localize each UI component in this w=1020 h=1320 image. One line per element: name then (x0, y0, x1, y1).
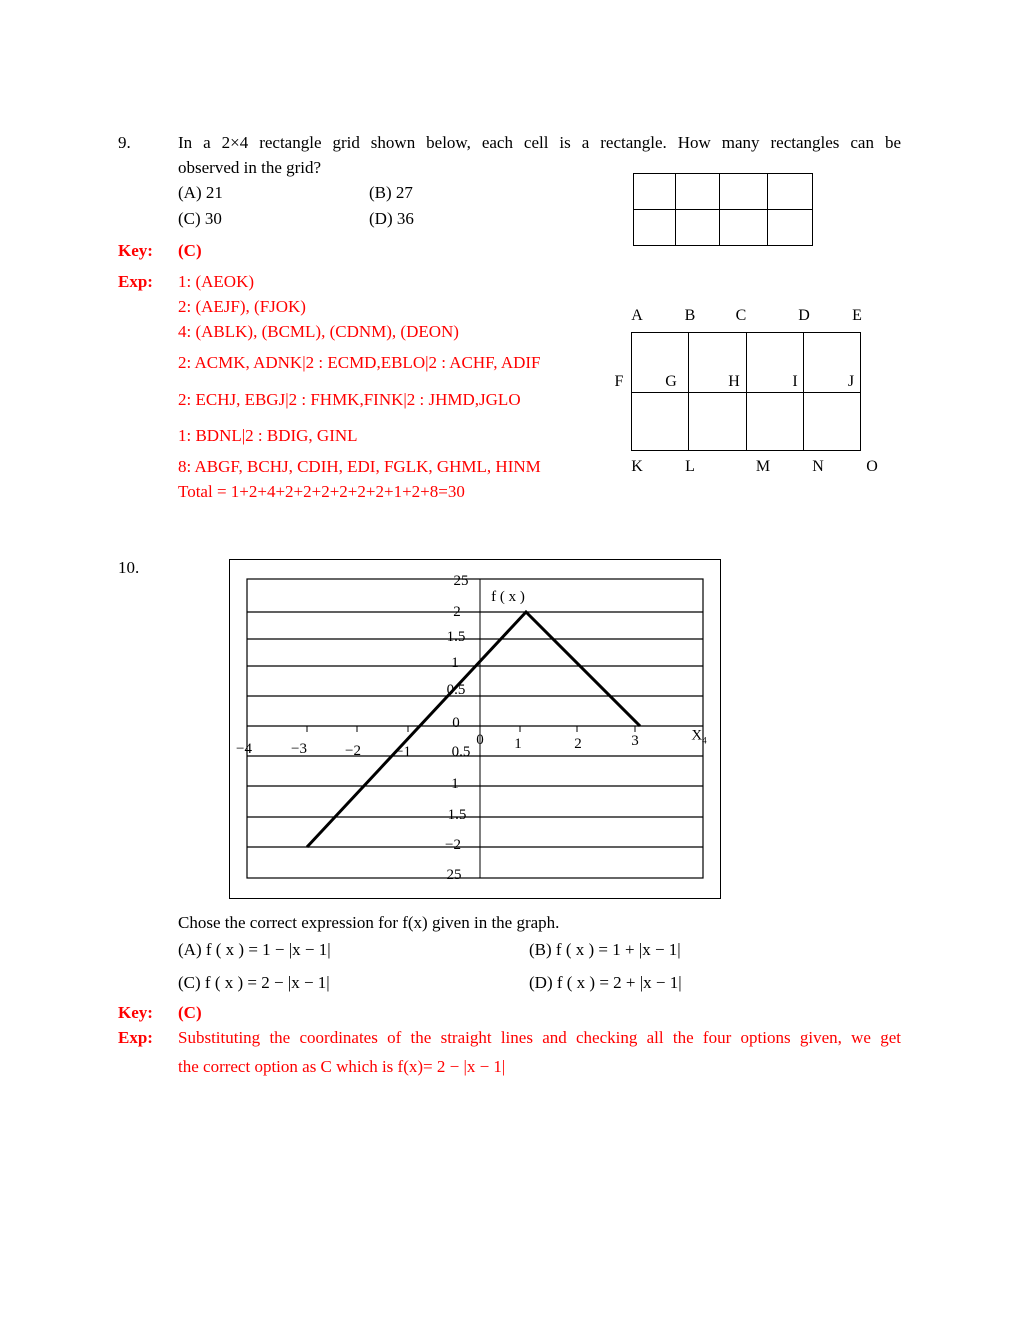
exp-line: 1: BDNL|2 : BDIG, GINL (178, 426, 358, 445)
grid-label: K (631, 458, 643, 475)
grid-label: A (631, 307, 643, 324)
f-x-line (305, 609, 642, 849)
y-tick-label: 2 (453, 604, 461, 620)
exp-line: 2: ECHJ, EBGJ|2 : FHMK,FINK|2 : JHMD,JGL… (178, 390, 521, 409)
x-tick-label: 1 (514, 736, 522, 752)
question-number: 9. (118, 133, 131, 152)
option-c: (C) f ( x ) = 2 − |x − 1| (178, 973, 330, 992)
key-label: Key: (118, 1003, 153, 1022)
y-tick-label: 0 (452, 715, 460, 731)
exp-line: 2: ACMK, ADNK|2 : ECMD,EBLO|2 : ACHF, AD… (178, 353, 541, 372)
question-text: In a 2×4 rectangle grid shown below, eac… (178, 133, 901, 152)
option-a: (A) f ( x ) = 1 − |x − 1| (178, 940, 331, 959)
option-d: (D) 36 (369, 209, 414, 228)
exp-label: Exp: (118, 1028, 153, 1047)
exp-line: 1: (AEOK) (178, 272, 255, 291)
y-tick-label: 1.5 (446, 629, 466, 645)
x-tick-label: −4 (236, 741, 252, 757)
grid-label: C (735, 307, 747, 324)
option-a: (A) 21 (178, 183, 223, 202)
x-axis-label-text: X (691, 727, 703, 744)
y-tick-label: −2 (445, 837, 461, 853)
y-tick-label: 1.5 (447, 807, 467, 823)
x-tick-label: −1 (395, 744, 411, 760)
option-b: (B) f ( x ) = 1 + |x − 1| (529, 940, 681, 959)
exp-label: Exp: (118, 272, 153, 291)
grid-label: I (792, 373, 798, 390)
exp-line: the correct option as C which is f(x)= 2… (178, 1057, 506, 1076)
key-answer: (C) (178, 1003, 202, 1022)
option-d: (D) f ( x ) = 2 + |x − 1| (529, 973, 682, 992)
key-answer: (C) (178, 241, 202, 260)
x-tick-label: 0 (476, 732, 484, 748)
exp-line: Substituting the coordinates of the stra… (178, 1028, 901, 1047)
grid-label: M (755, 458, 771, 475)
x-tick-label: 2 (574, 736, 582, 752)
y-tick-label: 0.5 (446, 682, 466, 698)
x-tick-label: −3 (291, 741, 307, 757)
grid-label: F (614, 373, 624, 390)
x-axis-label: X4 (691, 728, 706, 749)
grid-label: B (684, 307, 696, 324)
plot-area (246, 578, 704, 879)
x-tick-label: 3 (631, 733, 639, 749)
y-tick-label: 1 (451, 776, 459, 792)
y-tick-label: 25 (446, 867, 462, 883)
grid-label: L (685, 458, 695, 475)
grid-label: H (728, 373, 740, 390)
grid-label: J (847, 373, 855, 390)
question-text-cont: observed in the grid? (178, 158, 322, 177)
option-b: (B) 27 (369, 183, 413, 202)
y-tick-label: 25 (453, 573, 469, 589)
y-tick-label: 0.5 (451, 744, 471, 760)
grid-label: E (852, 307, 862, 324)
question-text: Chose the correct expression for f(x) gi… (178, 913, 560, 932)
question-number: 10. (118, 558, 140, 577)
exp-line: 2: (AEJF), (FJOK) (178, 297, 306, 316)
y-tick-label: 1 (451, 655, 459, 671)
key-label: Key: (118, 241, 153, 260)
grid-label: D (798, 307, 810, 324)
exp-line: 4: (ABLK), (BCML), (CDNM), (DEON) (178, 322, 459, 341)
grid-label: O (866, 458, 878, 475)
grid-label: N (812, 458, 824, 475)
grid-label: G (665, 373, 677, 390)
x-axis-label-sub: 4 (702, 735, 707, 746)
series-label: f ( x ) (491, 589, 525, 605)
exp-line-total: Total = 1+2+4+2+2+2+2+2+2+1+2+8=30 (178, 482, 465, 501)
exp-line: 8: ABGF, BCHJ, CDIH, EDI, FGLK, GHML, HI… (178, 457, 541, 476)
option-c: (C) 30 (178, 209, 222, 228)
x-tick-label: −2 (345, 743, 361, 759)
